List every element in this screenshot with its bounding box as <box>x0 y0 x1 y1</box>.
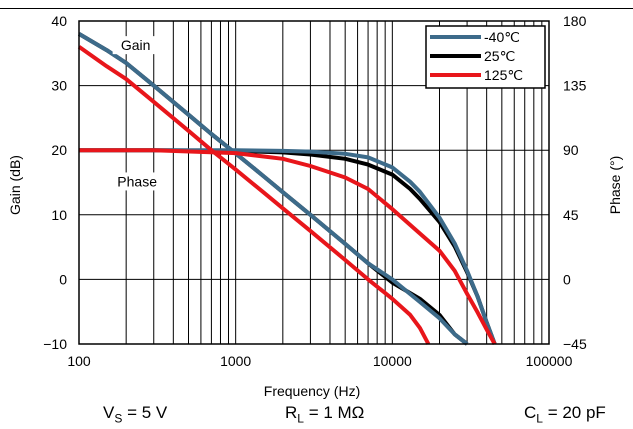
vs-symbol: V <box>103 403 115 422</box>
x-tick-label: 10000 <box>373 353 412 369</box>
x-tick-label: 100 <box>67 353 91 369</box>
y2-tick-label: 45 <box>563 207 579 223</box>
load-capacitance-condition: CL = 20 pF <box>524 403 606 425</box>
annotation-label: Gain <box>121 37 151 53</box>
top-rule <box>0 8 633 9</box>
plot-border <box>78 20 550 345</box>
legend-label: -40℃ <box>484 29 520 45</box>
annotation-label: Phase <box>117 173 157 189</box>
curves <box>77 32 497 346</box>
annotation-background <box>112 36 159 55</box>
y2-tick-label: −45 <box>563 336 587 352</box>
cl-value: = 20 pF <box>542 403 606 422</box>
series-gain-line <box>77 32 469 346</box>
y-tick-label: 10 <box>51 207 67 223</box>
load-resistance-condition: RL = 1 MΩ <box>285 403 364 425</box>
y2-tick-label: 90 <box>563 142 579 158</box>
vs-subscript: S <box>114 411 123 426</box>
x-tick-label: 100000 <box>526 353 573 369</box>
rl-subscript: L <box>297 411 304 426</box>
annotations: Gain Phase <box>109 36 165 191</box>
cl-symbol: C <box>524 403 537 422</box>
tick-labels: 100 1000 10000 100000 −10 0 10 20 30 40 −45 0 45 90 13… <box>43 13 587 369</box>
annotation-background <box>109 172 165 191</box>
plot-frame <box>78 20 550 345</box>
x-axis-label: Frequency (Hz) <box>264 383 360 399</box>
y-tick-label: 30 <box>51 78 67 94</box>
y2-tick-label: 0 <box>563 271 571 287</box>
y2-tick-label: 135 <box>563 78 587 94</box>
legend-label: 25℃ <box>484 48 515 64</box>
supply-voltage-condition: VS = 5 V <box>103 403 167 425</box>
series-phase-line <box>79 148 497 345</box>
y-tick-label: 0 <box>59 271 67 287</box>
series-gain-line <box>77 45 431 345</box>
x-tick-label: 1000 <box>220 353 251 369</box>
legend: -40℃ 25℃ 125℃ <box>425 25 546 89</box>
y-tick-label: −10 <box>43 336 67 352</box>
y-tick-label: 40 <box>51 13 67 29</box>
cl-subscript: L <box>536 411 543 426</box>
vs-value: = 5 V <box>122 403 168 422</box>
legend-label: 125℃ <box>484 67 523 83</box>
rl-value: = 1 MΩ <box>303 403 365 422</box>
y2-tick-label: 180 <box>563 13 587 29</box>
rl-symbol: R <box>285 403 298 422</box>
y-axis-label: Gain (dB) <box>7 155 23 215</box>
series-phase-line <box>79 148 497 345</box>
y2-axis-label: Phase (°) <box>607 156 623 215</box>
y-tick-label: 20 <box>51 142 67 158</box>
gain-phase-chart: 100 1000 10000 100000 −10 0 10 20 30 40 −45 0 45 90 13… <box>7 13 623 399</box>
